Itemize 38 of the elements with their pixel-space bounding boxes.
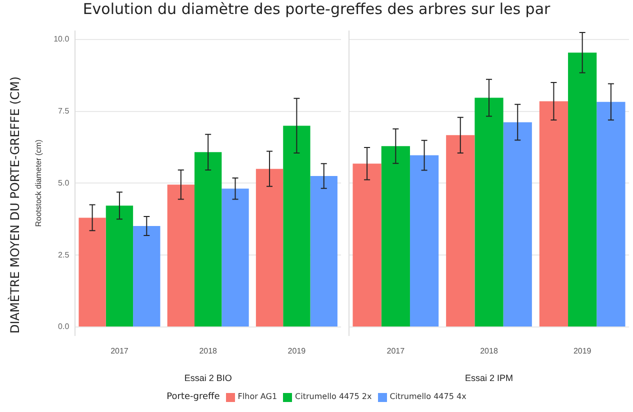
x-tick-label: 2017	[386, 346, 406, 356]
y-tick-label: 5.0	[58, 178, 70, 188]
bar	[222, 188, 249, 326]
bar	[474, 98, 504, 326]
y-tick-label: 7.5	[58, 106, 70, 116]
bar	[381, 146, 410, 326]
y-tick-label: 10.0	[54, 34, 70, 44]
x-tick-label: 2019	[288, 346, 306, 356]
bar	[194, 152, 222, 326]
x-tick-label: 2018	[199, 346, 218, 356]
bar	[310, 176, 338, 326]
bar	[256, 168, 284, 326]
y-tick-label: 0.0	[58, 322, 70, 332]
x-axis-title: Essai 2 BIO	[184, 373, 232, 384]
legend-title: Porte-greffe	[166, 392, 220, 402]
bar	[106, 206, 134, 326]
bar	[539, 101, 568, 326]
bar	[283, 126, 310, 326]
bar	[410, 155, 439, 326]
y-axis-title: Rootstock diameter (cm)	[34, 139, 44, 227]
bar	[568, 52, 597, 326]
legend-label: Flhor AG1	[236, 392, 278, 402]
bar	[446, 135, 475, 326]
bar	[596, 102, 626, 326]
bar	[503, 122, 532, 326]
y-tick-label: 2.5	[58, 250, 70, 260]
chart-title: Evolution du diamètre des porte-greffes des arbres sur les par	[82, 0, 552, 18]
x-tick-label: 2017	[110, 346, 129, 356]
x-axis-title: Essai 2 IPM	[464, 373, 514, 384]
x-tick-label: 2019	[573, 346, 592, 356]
bar	[352, 164, 382, 326]
bar	[167, 184, 194, 326]
x-tick-label: 2018	[480, 346, 498, 356]
legend-label: Citrumello 4475 4x	[388, 392, 466, 402]
legend-label: Citrumello 4475 2x	[294, 392, 372, 402]
bar	[133, 226, 160, 326]
bar	[78, 218, 106, 326]
text: DIAMÈTRE MOYEN DU PORTE-GREFFE (CM)	[8, 76, 22, 334]
